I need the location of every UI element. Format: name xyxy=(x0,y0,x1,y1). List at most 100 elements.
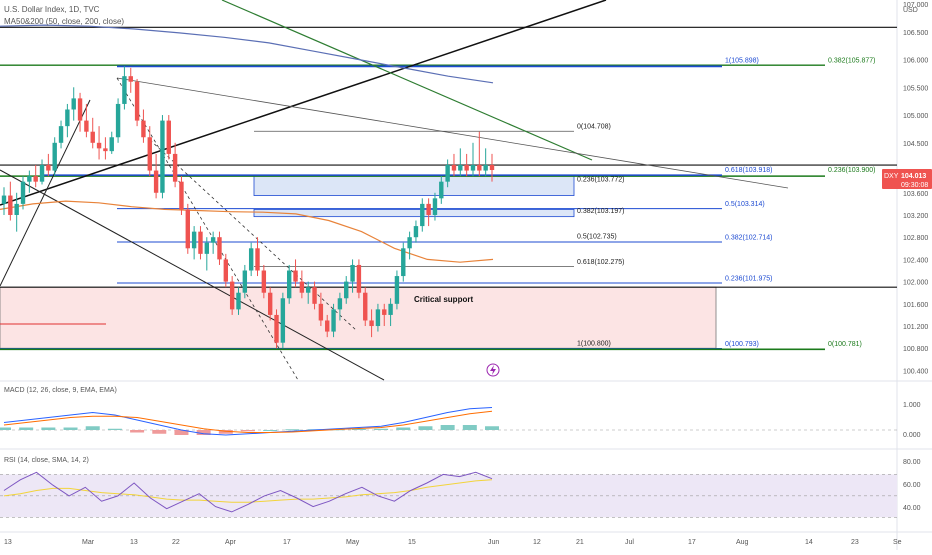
y-axis-tick: 107.000 xyxy=(903,2,928,9)
macd-histogram-bar xyxy=(130,430,145,433)
candle-body xyxy=(141,120,146,138)
macd-histogram-bar xyxy=(440,425,455,430)
macd-histogram-bar xyxy=(418,426,433,430)
rsi-tick-80: 80.00 xyxy=(903,459,921,466)
macd-histogram-bar xyxy=(107,428,122,430)
candle-body xyxy=(413,226,419,238)
price-badge-countdown: 09:30:08 xyxy=(901,182,928,189)
macd-histogram-bar xyxy=(485,426,499,430)
candle-body xyxy=(33,176,38,182)
x-axis-tick: 22 xyxy=(172,539,180,546)
y-axis-tick: 101.200 xyxy=(903,324,928,331)
price-badge: DXY 104.013 09:30:08 xyxy=(882,169,932,189)
candle-body xyxy=(261,270,267,293)
y-axis-tick: 101.600 xyxy=(903,302,928,309)
x-axis-tick: May xyxy=(346,539,360,546)
macd-histogram-bar xyxy=(152,430,167,434)
candle-body xyxy=(286,270,292,299)
candle-body xyxy=(90,131,95,143)
candle-body xyxy=(363,292,368,321)
macd-histogram-bar xyxy=(374,428,389,430)
candle-body xyxy=(172,153,178,182)
candle-body xyxy=(426,203,431,215)
candle-body xyxy=(242,270,248,293)
candle-body xyxy=(483,165,488,171)
x-axis-tick: Jul xyxy=(625,539,634,546)
macd-signal-line xyxy=(3,410,493,433)
x-axis-tick: Mar xyxy=(82,539,95,546)
x-axis-tick: 14 xyxy=(805,539,813,546)
candle-body xyxy=(71,98,76,110)
y-axis-tick: 102.800 xyxy=(903,235,928,242)
macd-histogram-bar xyxy=(174,430,189,435)
candle-body xyxy=(248,248,254,271)
candle-body xyxy=(46,165,51,171)
lightning-icon[interactable] xyxy=(486,363,500,377)
macd-label: MACD (12, 26, close, 9, EMA, EMA) xyxy=(4,387,117,394)
macd-tick-1: 1.000 xyxy=(903,402,921,409)
candle-body xyxy=(223,259,229,282)
candle-body xyxy=(217,237,222,260)
y-axis-tick: 103.600 xyxy=(903,191,928,198)
x-axis-tick: 15 xyxy=(408,539,416,546)
y-axis-tick: 100.400 xyxy=(903,368,928,375)
candle-body xyxy=(420,203,425,227)
y-axis-tick: 106.500 xyxy=(903,30,928,37)
candle-body xyxy=(198,231,203,254)
candle-body xyxy=(350,264,355,282)
candle-body xyxy=(401,248,406,277)
candle-body xyxy=(388,303,393,315)
candle-body xyxy=(369,320,374,327)
macd-histogram-bar xyxy=(196,430,211,435)
trend-line xyxy=(221,0,593,161)
x-axis-tick: Aug xyxy=(736,539,749,546)
candle-body xyxy=(477,165,482,171)
candle-body xyxy=(306,287,311,293)
x-axis-tick: 23 xyxy=(851,539,859,546)
candle-body xyxy=(77,98,83,121)
currency-label: USD xyxy=(903,7,918,14)
x-axis-tick: 12 xyxy=(533,539,541,546)
candle-body xyxy=(267,292,273,315)
fib-label: 0.236(103.772) xyxy=(577,177,624,184)
candle-body xyxy=(191,231,197,249)
fib-label: 1(105.898) xyxy=(725,57,759,64)
candle-body xyxy=(84,120,89,132)
rsi-line xyxy=(3,471,493,513)
candle-body xyxy=(451,165,457,171)
price-badge-symbol: DXY xyxy=(884,173,899,180)
fib-label: 0(100.781) xyxy=(828,341,862,348)
fib-label: 0.236(101.975) xyxy=(725,276,772,283)
x-axis-tick: 17 xyxy=(688,539,696,546)
x-axis-tick: Se xyxy=(893,539,902,546)
candle-body xyxy=(489,165,495,171)
macd-histogram-bar xyxy=(19,427,34,430)
macd-histogram-bar xyxy=(396,427,411,430)
candle-body xyxy=(344,281,349,299)
candle-body xyxy=(312,287,317,304)
y-axis-tick: 104.500 xyxy=(903,141,928,148)
candle-body xyxy=(274,314,279,343)
macd-histogram-bar xyxy=(218,430,233,434)
price-badge-price: 104.013 xyxy=(901,173,926,180)
candle-body xyxy=(229,281,235,310)
x-axis-tick: 17 xyxy=(283,539,291,546)
candle-body xyxy=(445,165,450,182)
macd-line xyxy=(3,407,493,436)
candle-body xyxy=(318,303,324,321)
y-axis-tick: 105.000 xyxy=(903,113,928,120)
x-axis-tick: Apr xyxy=(225,539,237,546)
candle-body xyxy=(103,148,108,152)
trend-line xyxy=(149,139,357,331)
candle-body xyxy=(122,76,127,104)
candle-body xyxy=(166,120,171,154)
fib-label: 0.382(103.197) xyxy=(577,208,624,215)
macd-histogram-bar xyxy=(263,430,278,431)
x-axis-tick: 13 xyxy=(4,539,12,546)
candle-body xyxy=(147,137,152,171)
candle-body xyxy=(331,309,336,332)
y-axis-tick: 105.500 xyxy=(903,85,928,92)
fib-label: 0.382(102.714) xyxy=(725,234,772,241)
